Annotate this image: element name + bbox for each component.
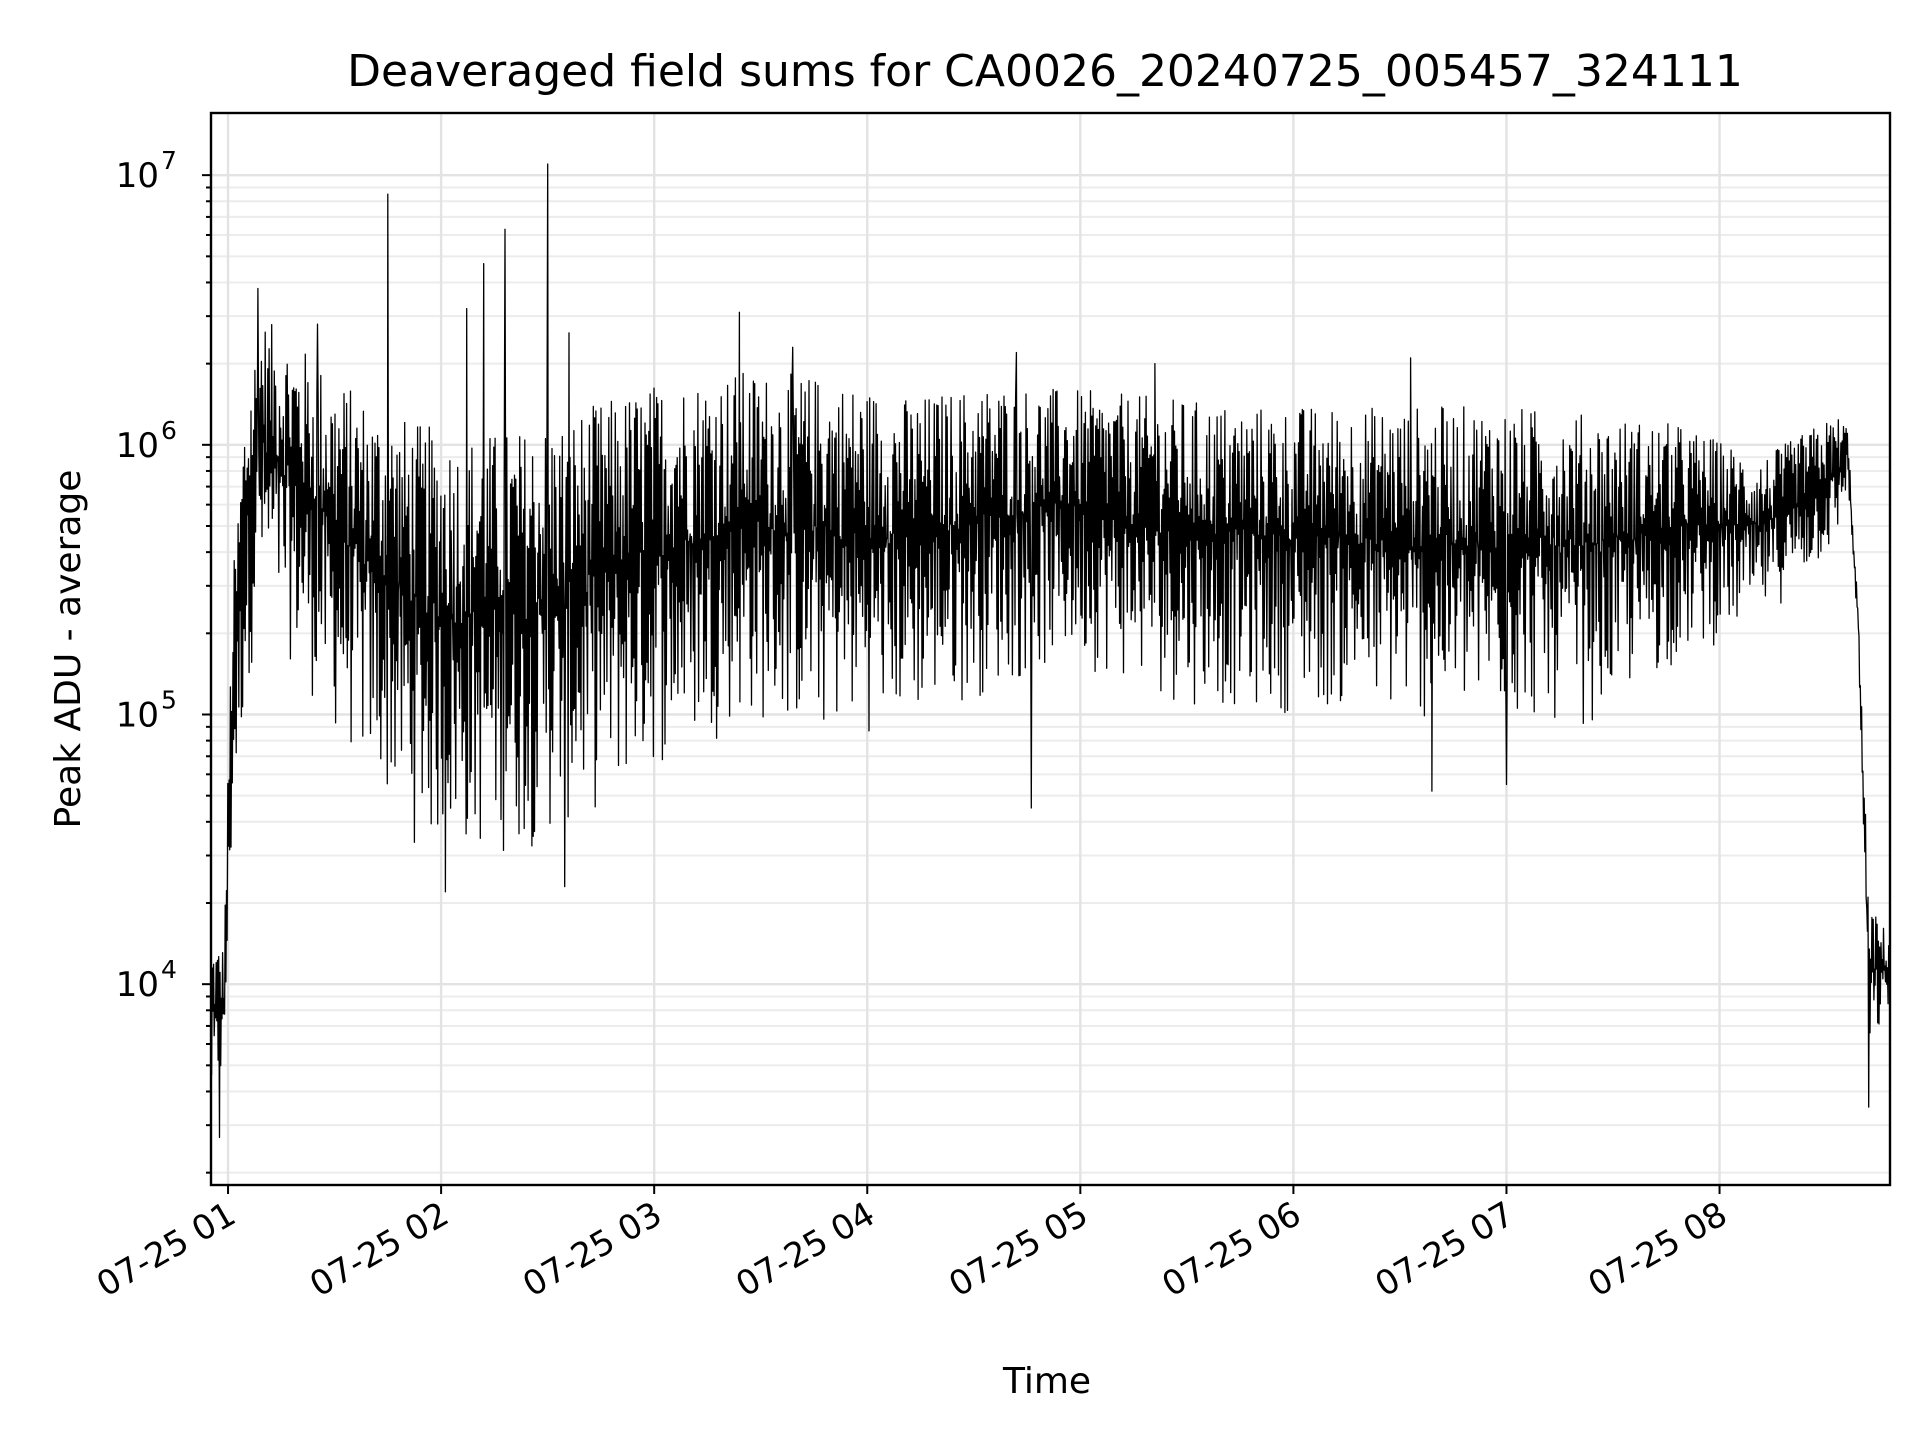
x-tick-label: 07-25 04: [729, 1194, 881, 1305]
y-tick-label: 10: [116, 695, 159, 735]
x-tick-label: 07-25 01: [90, 1194, 242, 1305]
series-line: [210, 163, 1891, 1139]
y-tick-label: 10: [116, 965, 159, 1005]
chart-title: Deaveraged field sums for CA0026_2024072…: [347, 46, 1743, 97]
axis-ticks: 07-25 01 07-25 02 07-25 03 07-25 04 07-25 05…: [90, 146, 1734, 1305]
y-tick-exponent: 4: [161, 955, 177, 984]
x-tick-label: 07-25 03: [516, 1194, 668, 1305]
x-tick-label: 07-25 02: [303, 1194, 455, 1305]
y-axis-label: Peak ADU - average: [48, 470, 89, 829]
x-tick-label: 07-25 06: [1156, 1194, 1308, 1305]
y-tick-exponent: 7: [161, 146, 177, 175]
y-tick-exponent: 5: [161, 685, 177, 714]
y-tick-label: 10: [116, 156, 159, 196]
y-tick-label: 10: [116, 426, 159, 466]
y-tick-exponent: 6: [161, 416, 177, 445]
x-tick-label: 07-25 08: [1582, 1194, 1734, 1305]
plot-frame: [209, 111, 1892, 1187]
x-tick-label: 07-25 05: [942, 1194, 1094, 1305]
x-axis-label: Time: [1002, 1361, 1091, 1402]
x-tick-label: 07-25 07: [1369, 1194, 1521, 1305]
